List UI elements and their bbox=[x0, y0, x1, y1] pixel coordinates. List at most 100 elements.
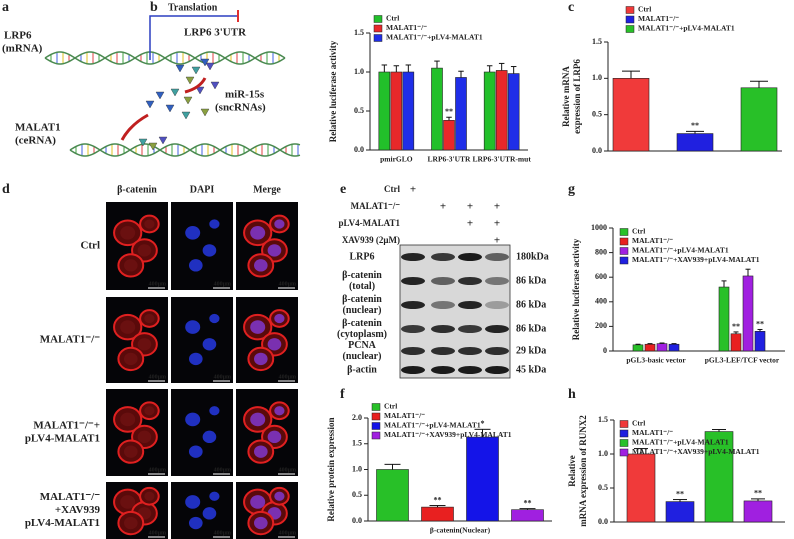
row-label: MALAT1⁻/⁻+ bbox=[33, 420, 100, 432]
nucleus bbox=[137, 244, 152, 257]
significance: ** bbox=[756, 319, 764, 328]
band-label: (nuclear) bbox=[343, 351, 382, 362]
nucleus bbox=[137, 430, 152, 444]
band-label: β-catenin bbox=[342, 294, 382, 305]
blot-band bbox=[458, 253, 482, 261]
legend-label: MALAT1⁻/⁻+pLV4-MALAT1 bbox=[386, 33, 483, 42]
y-axis-label: expression of LRP6 bbox=[572, 59, 582, 134]
legend-swatch bbox=[371, 422, 381, 430]
blot-band bbox=[401, 366, 425, 374]
y-tick-label: 1.5 bbox=[592, 37, 602, 46]
nucleus bbox=[144, 406, 155, 416]
bar bbox=[511, 509, 544, 522]
panel-label: f bbox=[340, 387, 345, 402]
bar bbox=[466, 436, 499, 522]
legend-swatch bbox=[619, 439, 629, 447]
band-label: β-catenin bbox=[342, 270, 382, 281]
nucleus bbox=[253, 445, 268, 458]
y-tick-label: 0.0 bbox=[354, 145, 364, 154]
legend-label: MALAT1⁻/⁻ bbox=[638, 14, 679, 23]
y-tick-label: 1.0 bbox=[352, 464, 362, 473]
scale-bar-label: 400μm bbox=[279, 374, 296, 380]
error-bar bbox=[673, 499, 687, 502]
row-label: Ctrl bbox=[80, 240, 100, 252]
nucleus bbox=[274, 406, 285, 416]
significance: ** bbox=[434, 495, 442, 504]
y-tick-label: 0.5 bbox=[592, 109, 602, 118]
scale-bar-label: 400μm bbox=[149, 467, 166, 473]
nucleus bbox=[202, 430, 217, 444]
x-tick-label: LRP6-3'UTR-mut bbox=[472, 155, 531, 164]
nucleus bbox=[185, 495, 201, 509]
bar bbox=[402, 71, 415, 151]
legend-label: MALAT1⁻/⁻+pLV4-MALAT1 bbox=[638, 24, 735, 33]
legend-swatch bbox=[619, 448, 629, 457]
legend-swatch bbox=[371, 431, 381, 440]
micrograph bbox=[171, 389, 233, 476]
legend-swatch bbox=[625, 25, 635, 33]
row-label: MALAT1⁻/⁻ bbox=[40, 491, 100, 503]
y-tick-label: 0.0 bbox=[592, 146, 602, 155]
nucleus bbox=[144, 313, 155, 324]
x-tick-label: pmirGLO bbox=[380, 155, 413, 164]
error-bar bbox=[757, 328, 763, 332]
bar bbox=[483, 71, 496, 151]
mirna-triangle bbox=[138, 138, 148, 147]
error-bar bbox=[745, 268, 751, 276]
error-bar bbox=[634, 448, 648, 454]
bar bbox=[742, 275, 754, 352]
band-size: 29 kDa bbox=[516, 345, 546, 356]
mirna-triangle bbox=[170, 88, 180, 97]
error-bar bbox=[733, 331, 739, 334]
panel-label: g bbox=[568, 182, 575, 197]
nucleus bbox=[250, 225, 266, 240]
nucleus bbox=[274, 491, 285, 501]
x-tick-label: LRP6-3'UTR bbox=[428, 155, 472, 164]
error-bar bbox=[434, 60, 440, 69]
error-bar bbox=[750, 80, 768, 88]
blot-band bbox=[431, 366, 455, 374]
mirna-triangle bbox=[165, 104, 175, 113]
panel-label: c bbox=[568, 0, 574, 15]
scale-bar-label: 400μm bbox=[214, 281, 231, 287]
band-size: 86 kDa bbox=[516, 299, 546, 310]
legend-label: Ctrl bbox=[386, 14, 399, 23]
row-label: MALAT1⁻/⁻ bbox=[40, 334, 100, 346]
error-bar bbox=[498, 62, 505, 71]
micrograph bbox=[171, 482, 233, 539]
y-tick-label: 0 bbox=[603, 346, 607, 355]
row-label: +XAV939 bbox=[55, 504, 101, 516]
error-bar bbox=[381, 64, 388, 72]
band-label: (cytoplasm) bbox=[337, 329, 387, 340]
legend-swatch bbox=[373, 34, 383, 42]
legend-swatch bbox=[371, 412, 381, 421]
bar bbox=[730, 333, 742, 352]
bar bbox=[743, 500, 773, 523]
nucleus bbox=[253, 516, 268, 530]
y-tick-label: 1.5 bbox=[354, 28, 364, 37]
helix-strand bbox=[44, 51, 286, 65]
column-header: Merge bbox=[253, 184, 281, 195]
bar bbox=[754, 331, 766, 352]
mirna-triangle bbox=[210, 81, 220, 90]
ceRNA-label: MALAT1 bbox=[15, 122, 61, 134]
blot-band bbox=[458, 366, 482, 374]
nucleus bbox=[267, 430, 282, 444]
nucleus bbox=[137, 338, 152, 351]
y-tick-label: 400 bbox=[595, 297, 607, 306]
error-bar bbox=[510, 66, 517, 74]
bar bbox=[431, 67, 443, 151]
translation-arrow bbox=[149, 15, 238, 60]
error-bar bbox=[712, 429, 726, 432]
legend-label: MALAT1⁻/⁻ bbox=[632, 428, 673, 437]
legend-swatch bbox=[619, 237, 629, 246]
legend-label: MALAT1⁻/⁻+pLV4-MALAT1 bbox=[384, 421, 481, 430]
nucleus bbox=[250, 495, 266, 509]
x-tick-label: pGL3-LEF/TCF vector bbox=[705, 356, 780, 365]
bar bbox=[644, 343, 656, 352]
bar bbox=[718, 286, 730, 352]
nucleus bbox=[185, 412, 201, 427]
x-tick-label: β-catenin(Nuclear) bbox=[430, 526, 491, 535]
y-tick-label: 0.5 bbox=[598, 483, 608, 492]
